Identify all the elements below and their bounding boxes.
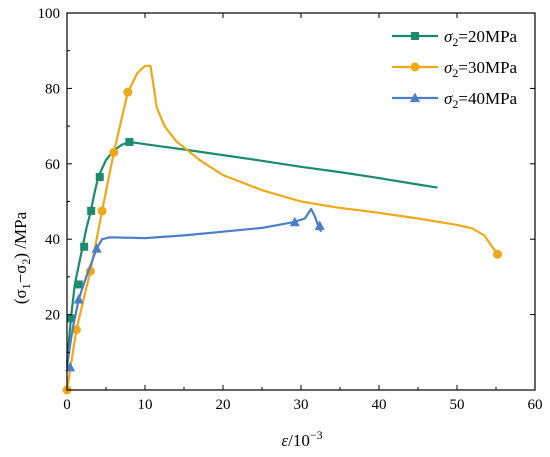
- axes: 0 10 20 30 40 50 60 20 40 60 80 100: [38, 6, 543, 413]
- legend-marker: [411, 32, 419, 40]
- y-tick-label: 80: [45, 81, 60, 97]
- data-point: [71, 325, 81, 335]
- series-layer: [62, 64, 503, 395]
- legend-marker: [410, 92, 420, 102]
- series-3: [65, 207, 325, 372]
- y-tick-label: 100: [38, 6, 61, 22]
- data-point: [91, 243, 102, 253]
- data-point: [125, 137, 134, 146]
- x-tick-label: 40: [372, 397, 387, 413]
- legend-label: σ2=20MPa: [444, 27, 518, 49]
- series-line: [65, 140, 438, 364]
- x-axis-title: ε/10−3: [281, 428, 322, 450]
- data-point: [314, 220, 325, 231]
- data-point: [123, 87, 133, 97]
- data-point: [95, 172, 104, 181]
- series-1: [65, 137, 438, 364]
- legend-marker: [410, 62, 420, 72]
- legend-label: σ2=40MPa: [444, 89, 518, 111]
- series-line: [65, 64, 499, 391]
- series-line: [65, 207, 323, 368]
- y-tick-label: 40: [45, 232, 60, 248]
- data-point: [65, 361, 76, 372]
- y-tick-label: 20: [45, 308, 60, 324]
- legend: σ2=20MPa σ2=30MPa σ2=40MPa: [392, 27, 518, 111]
- data-point: [97, 206, 107, 216]
- legend-entry: σ2=20MPa: [392, 27, 518, 49]
- data-point: [66, 314, 75, 323]
- legend-entry: σ2=40MPa: [392, 89, 518, 111]
- data-point: [80, 242, 89, 251]
- data-point: [109, 147, 119, 157]
- legend-entry: σ2=30MPa: [392, 58, 518, 80]
- legend-label: σ2=30MPa: [444, 58, 518, 80]
- x-tick-label: 50: [450, 397, 465, 413]
- x-tick-label: 20: [216, 397, 231, 413]
- x-tick-label: 30: [294, 397, 309, 413]
- y-tick-label: 60: [45, 157, 60, 173]
- y-axis-title: (σ1−σ2) /MPa: [11, 211, 33, 304]
- x-tick-label: 10: [138, 397, 153, 413]
- series-2: [62, 64, 503, 395]
- data-point: [74, 280, 83, 289]
- data-point: [73, 294, 84, 304]
- x-tick-label: 60: [528, 397, 543, 413]
- x-tick-label: 0: [63, 397, 71, 413]
- data-point: [87, 206, 96, 215]
- data-point: [493, 249, 503, 259]
- data-point: [289, 216, 300, 227]
